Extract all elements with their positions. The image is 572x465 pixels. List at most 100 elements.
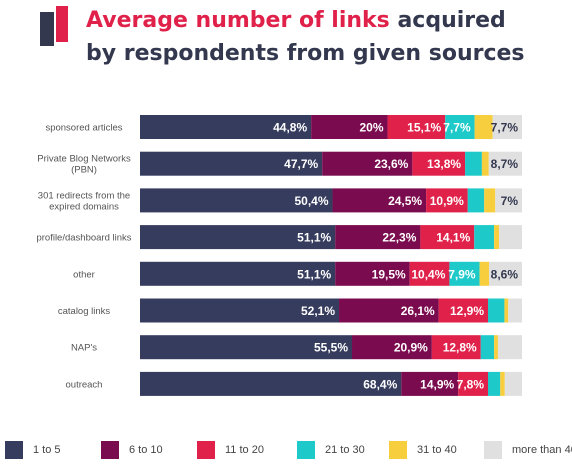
bar-segment xyxy=(140,115,312,139)
data-label: 8,6% xyxy=(491,267,519,281)
legend-swatch xyxy=(101,441,119,459)
legend-swatch xyxy=(197,441,215,459)
data-label: 24,5% xyxy=(388,194,422,208)
bar-segment xyxy=(499,225,522,250)
bar-segment xyxy=(449,261,480,286)
bar-segment xyxy=(140,371,402,396)
data-label: 19,5% xyxy=(372,267,406,281)
data-label: 14,1% xyxy=(436,231,470,245)
bar-segment xyxy=(481,151,489,176)
bar-segment xyxy=(488,298,505,323)
data-label: 8,7% xyxy=(491,157,519,171)
legend-label: 11 to 20 xyxy=(225,444,264,456)
legend-item: 31 to 40 xyxy=(389,438,457,462)
bar-segment xyxy=(420,225,475,250)
data-label: 20,9% xyxy=(394,341,428,355)
legend-label: 1 to 5 xyxy=(33,444,61,456)
bar-segment xyxy=(480,335,495,360)
bar-segment xyxy=(387,115,446,139)
data-label: 50,4% xyxy=(294,194,328,208)
category-label: sponsored articles xyxy=(45,123,122,134)
data-label: 51,1% xyxy=(297,231,331,245)
bar-segment xyxy=(431,335,481,360)
data-label: 10,4% xyxy=(411,267,445,281)
chart-title-highlight: Average number of links xyxy=(86,8,390,33)
bar-segment xyxy=(335,261,410,286)
bar-segment xyxy=(140,261,336,286)
chart-title-line-2: by respondents from given sources xyxy=(86,41,525,66)
bar-segment xyxy=(140,151,323,176)
bar-segment xyxy=(311,115,388,139)
category-label: 301 redirects from the expired domains xyxy=(38,190,130,212)
data-label: 51,1% xyxy=(297,267,331,281)
bar-segment xyxy=(140,225,336,250)
bar-segment xyxy=(412,151,466,176)
bar-segment xyxy=(465,151,482,176)
bar-segment xyxy=(409,261,450,286)
legend-label: 31 to 40 xyxy=(417,444,457,456)
legend-label: more than 40 xyxy=(512,444,572,456)
bar-segment xyxy=(458,371,489,396)
bar-segment xyxy=(445,115,475,139)
data-label: 23,6% xyxy=(374,157,408,171)
bar-segment xyxy=(140,335,353,360)
bar-segment xyxy=(426,188,468,213)
bar-segment xyxy=(488,151,522,176)
bar-segment xyxy=(335,225,421,250)
bar-segment xyxy=(140,298,340,323)
data-label: 20% xyxy=(360,121,384,135)
bar-segment xyxy=(495,188,522,213)
legend-item: 21 to 30 xyxy=(297,438,365,462)
bar-segment xyxy=(504,298,509,323)
data-label: 7% xyxy=(501,194,519,208)
logo-accent-bar xyxy=(56,6,68,42)
bar-segment xyxy=(494,225,500,250)
data-label: 68,4% xyxy=(363,377,397,391)
bar-segment xyxy=(401,371,459,396)
stacked-bar-chart: sponsored articles 44,8% 20% 15,1% 7,7% 7,7%P… xyxy=(36,115,522,396)
legend-item: more than 40 xyxy=(484,438,572,462)
bar-segment xyxy=(322,151,413,176)
bar-segment xyxy=(352,335,432,360)
bar-segment xyxy=(489,261,522,286)
bar-segment xyxy=(140,188,333,213)
bar-segment xyxy=(494,335,498,360)
data-label: 44,8% xyxy=(273,121,307,135)
bar-segment xyxy=(339,298,439,323)
legend-swatch xyxy=(297,441,315,459)
category-label: other xyxy=(73,269,95,280)
category-label: profile/dashboard links xyxy=(36,233,131,244)
logo-dark-bar xyxy=(40,12,54,46)
chart-title-line-1: Average number of links acquired xyxy=(86,4,525,37)
bar-segment xyxy=(504,371,522,396)
data-label: 7,7% xyxy=(491,121,519,135)
data-label: 7,7% xyxy=(443,121,471,135)
bar-segment xyxy=(438,298,489,323)
data-label: 7,9% xyxy=(448,267,476,281)
bar-segment xyxy=(492,115,522,139)
data-label: 10,9% xyxy=(430,194,464,208)
legend-swatch xyxy=(5,441,23,459)
bar-segment xyxy=(474,225,495,250)
legend-label: 6 to 10 xyxy=(129,444,163,456)
data-label: 13,8% xyxy=(427,157,461,171)
data-label: 15,1% xyxy=(407,121,441,135)
brand-logo xyxy=(40,6,68,46)
category-label: NAP's xyxy=(71,343,97,354)
bar-segment xyxy=(479,261,490,286)
bar-segment xyxy=(332,188,427,213)
legend-item: 6 to 10 xyxy=(101,438,163,462)
legend-swatch xyxy=(484,441,502,459)
bar-segment xyxy=(508,298,522,323)
data-label: 12,9% xyxy=(450,304,484,318)
data-label: 12,8% xyxy=(443,341,477,355)
bar-segment xyxy=(484,188,496,213)
chart-title-line-1-rest: acquired xyxy=(389,8,506,33)
category-label: catalog links xyxy=(58,306,111,317)
data-label: 22,3% xyxy=(382,231,416,245)
category-label: Private Blog Networks (PBN) xyxy=(37,154,131,176)
data-label: 52,1% xyxy=(301,304,335,318)
legend-item: 1 to 5 xyxy=(5,438,61,462)
bar-segment xyxy=(474,115,493,139)
data-label: 47,7% xyxy=(284,157,318,171)
